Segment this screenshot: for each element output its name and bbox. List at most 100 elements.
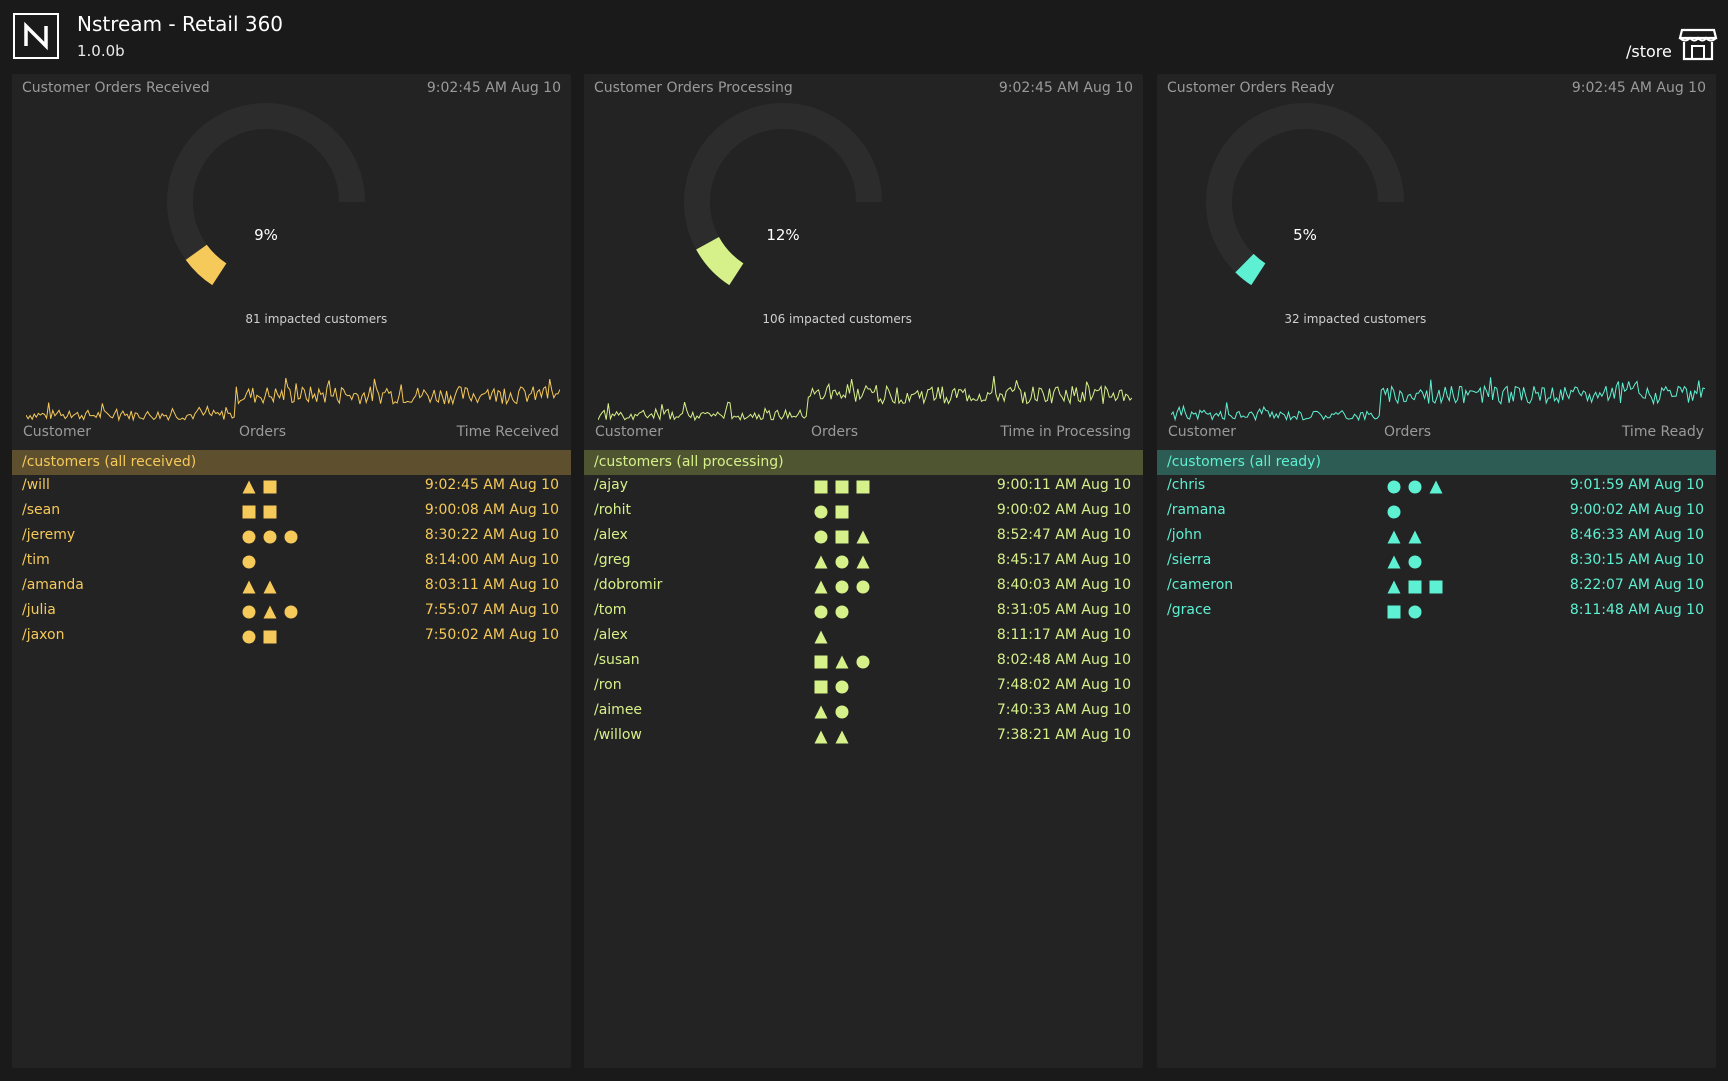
order-square-icon[interactable] [263, 630, 277, 644]
customer-name[interactable]: /jeremy [22, 527, 76, 543]
order-circle-icon[interactable] [856, 655, 870, 669]
order-circle-icon[interactable] [814, 530, 828, 544]
order-triangle-icon[interactable] [814, 555, 828, 569]
order-square-icon[interactable] [242, 505, 256, 519]
customer-name[interactable]: /tom [594, 602, 627, 618]
customer-name[interactable]: /chris [1167, 477, 1206, 493]
order-circle-icon[interactable] [284, 605, 298, 619]
order-square-icon[interactable] [814, 680, 828, 694]
customer-row[interactable]: /sean 9:00:08 AM Aug 10 [12, 500, 571, 525]
order-square-icon[interactable] [835, 480, 849, 494]
customer-row[interactable]: /greg 8:45:17 AM Aug 10 [584, 550, 1143, 575]
column-header-time[interactable]: Time Ready [1621, 424, 1704, 440]
customer-name[interactable]: /julia [22, 602, 56, 618]
order-triangle-icon[interactable] [1408, 530, 1422, 544]
customer-name[interactable]: /sean [22, 502, 61, 518]
order-square-icon[interactable] [814, 480, 828, 494]
order-triangle-icon[interactable] [814, 705, 828, 719]
customer-name[interactable]: /alex [594, 527, 628, 543]
order-triangle-icon[interactable] [1387, 555, 1401, 569]
order-triangle-icon[interactable] [856, 555, 870, 569]
order-triangle-icon[interactable] [1429, 480, 1443, 494]
customer-name[interactable]: /alex [594, 627, 628, 643]
customer-row[interactable]: /julia 7:55:07 AM Aug 10 [12, 600, 571, 625]
customer-name[interactable]: /greg [594, 552, 631, 568]
customer-name[interactable]: /ramana [1167, 502, 1226, 518]
customer-name[interactable]: /willow [594, 727, 642, 743]
customer-row[interactable]: /jeremy 8:30:22 AM Aug 10 [12, 525, 571, 550]
customer-row[interactable]: /willow 7:38:21 AM Aug 10 [584, 725, 1143, 750]
customer-row[interactable]: /tom 8:31:05 AM Aug 10 [584, 600, 1143, 625]
customers-group-row[interactable]: /customers (all ready) [1157, 450, 1716, 475]
order-triangle-icon[interactable] [835, 730, 849, 744]
customer-row[interactable]: /tim 8:14:00 AM Aug 10 [12, 550, 571, 575]
customer-name[interactable]: /dobromir [594, 577, 663, 593]
column-header-time[interactable]: Time in Processing [1000, 424, 1131, 440]
order-circle-icon[interactable] [1387, 480, 1401, 494]
customer-name[interactable]: /aimee [594, 702, 643, 718]
order-square-icon[interactable] [835, 505, 849, 519]
column-header-time[interactable]: Time Received [456, 424, 559, 440]
customer-name[interactable]: /susan [594, 652, 640, 668]
customer-name[interactable]: /cameron [1167, 577, 1234, 593]
order-circle-icon[interactable] [263, 530, 277, 544]
customer-name[interactable]: /rohit [594, 502, 631, 518]
order-circle-icon[interactable] [242, 555, 256, 569]
order-circle-icon[interactable] [1387, 505, 1401, 519]
customer-name[interactable]: /grace [1167, 602, 1212, 618]
customer-row[interactable]: /ron 7:48:02 AM Aug 10 [584, 675, 1143, 700]
customer-row[interactable]: /alex 8:52:47 AM Aug 10 [584, 525, 1143, 550]
order-triangle-icon[interactable] [814, 630, 828, 644]
customer-row[interactable]: /susan 8:02:48 AM Aug 10 [584, 650, 1143, 675]
customer-row[interactable]: /rohit 9:00:02 AM Aug 10 [584, 500, 1143, 525]
order-circle-icon[interactable] [1408, 555, 1422, 569]
order-circle-icon[interactable] [856, 580, 870, 594]
order-circle-icon[interactable] [814, 605, 828, 619]
customer-name[interactable]: /will [22, 477, 50, 493]
column-header-customer[interactable]: Customer [595, 424, 664, 440]
customer-row[interactable]: /chris 9:01:59 AM Aug 10 [1157, 475, 1716, 500]
order-square-icon[interactable] [1429, 580, 1443, 594]
column-header-orders[interactable]: Orders [239, 424, 287, 440]
column-header-orders[interactable]: Orders [811, 424, 859, 440]
customer-name[interactable]: /ron [594, 677, 622, 693]
order-circle-icon[interactable] [1408, 480, 1422, 494]
customer-name[interactable]: /ajay [594, 477, 629, 493]
customer-row[interactable]: /ramana 9:00:02 AM Aug 10 [1157, 500, 1716, 525]
order-circle-icon[interactable] [284, 530, 298, 544]
order-circle-icon[interactable] [814, 505, 828, 519]
column-header-orders[interactable]: Orders [1384, 424, 1432, 440]
customer-row[interactable]: /alex 8:11:17 AM Aug 10 [584, 625, 1143, 650]
order-square-icon[interactable] [1408, 580, 1422, 594]
order-circle-icon[interactable] [835, 580, 849, 594]
order-triangle-icon[interactable] [242, 580, 256, 594]
customer-row[interactable]: /amanda 8:03:11 AM Aug 10 [12, 575, 571, 600]
customer-name[interactable]: /john [1167, 527, 1202, 543]
column-header-customer[interactable]: Customer [1168, 424, 1237, 440]
order-triangle-icon[interactable] [814, 730, 828, 744]
order-circle-icon[interactable] [835, 605, 849, 619]
customer-row[interactable]: /grace 8:11:48 AM Aug 10 [1157, 600, 1716, 625]
order-circle-icon[interactable] [835, 705, 849, 719]
order-circle-icon[interactable] [1408, 605, 1422, 619]
customers-group-row[interactable]: /customers (all processing) [584, 450, 1143, 475]
store-breadcrumb[interactable]: /store [1626, 42, 1672, 61]
customer-row[interactable]: /cameron 8:22:07 AM Aug 10 [1157, 575, 1716, 600]
order-triangle-icon[interactable] [835, 655, 849, 669]
order-circle-icon[interactable] [242, 530, 256, 544]
customer-row[interactable]: /aimee 7:40:33 AM Aug 10 [584, 700, 1143, 725]
customer-row[interactable]: /ajay 9:00:11 AM Aug 10 [584, 475, 1143, 500]
order-triangle-icon[interactable] [856, 530, 870, 544]
customer-name[interactable]: /tim [22, 552, 50, 568]
order-square-icon[interactable] [835, 530, 849, 544]
order-square-icon[interactable] [1387, 605, 1401, 619]
order-circle-icon[interactable] [835, 680, 849, 694]
customer-row[interactable]: /will 9:02:45 AM Aug 10 [12, 475, 571, 500]
order-circle-icon[interactable] [242, 605, 256, 619]
nstream-logo-icon[interactable] [13, 13, 59, 59]
order-triangle-icon[interactable] [814, 580, 828, 594]
order-square-icon[interactable] [263, 480, 277, 494]
column-header-customer[interactable]: Customer [23, 424, 92, 440]
order-square-icon[interactable] [263, 505, 277, 519]
customer-name[interactable]: /amanda [22, 577, 84, 593]
